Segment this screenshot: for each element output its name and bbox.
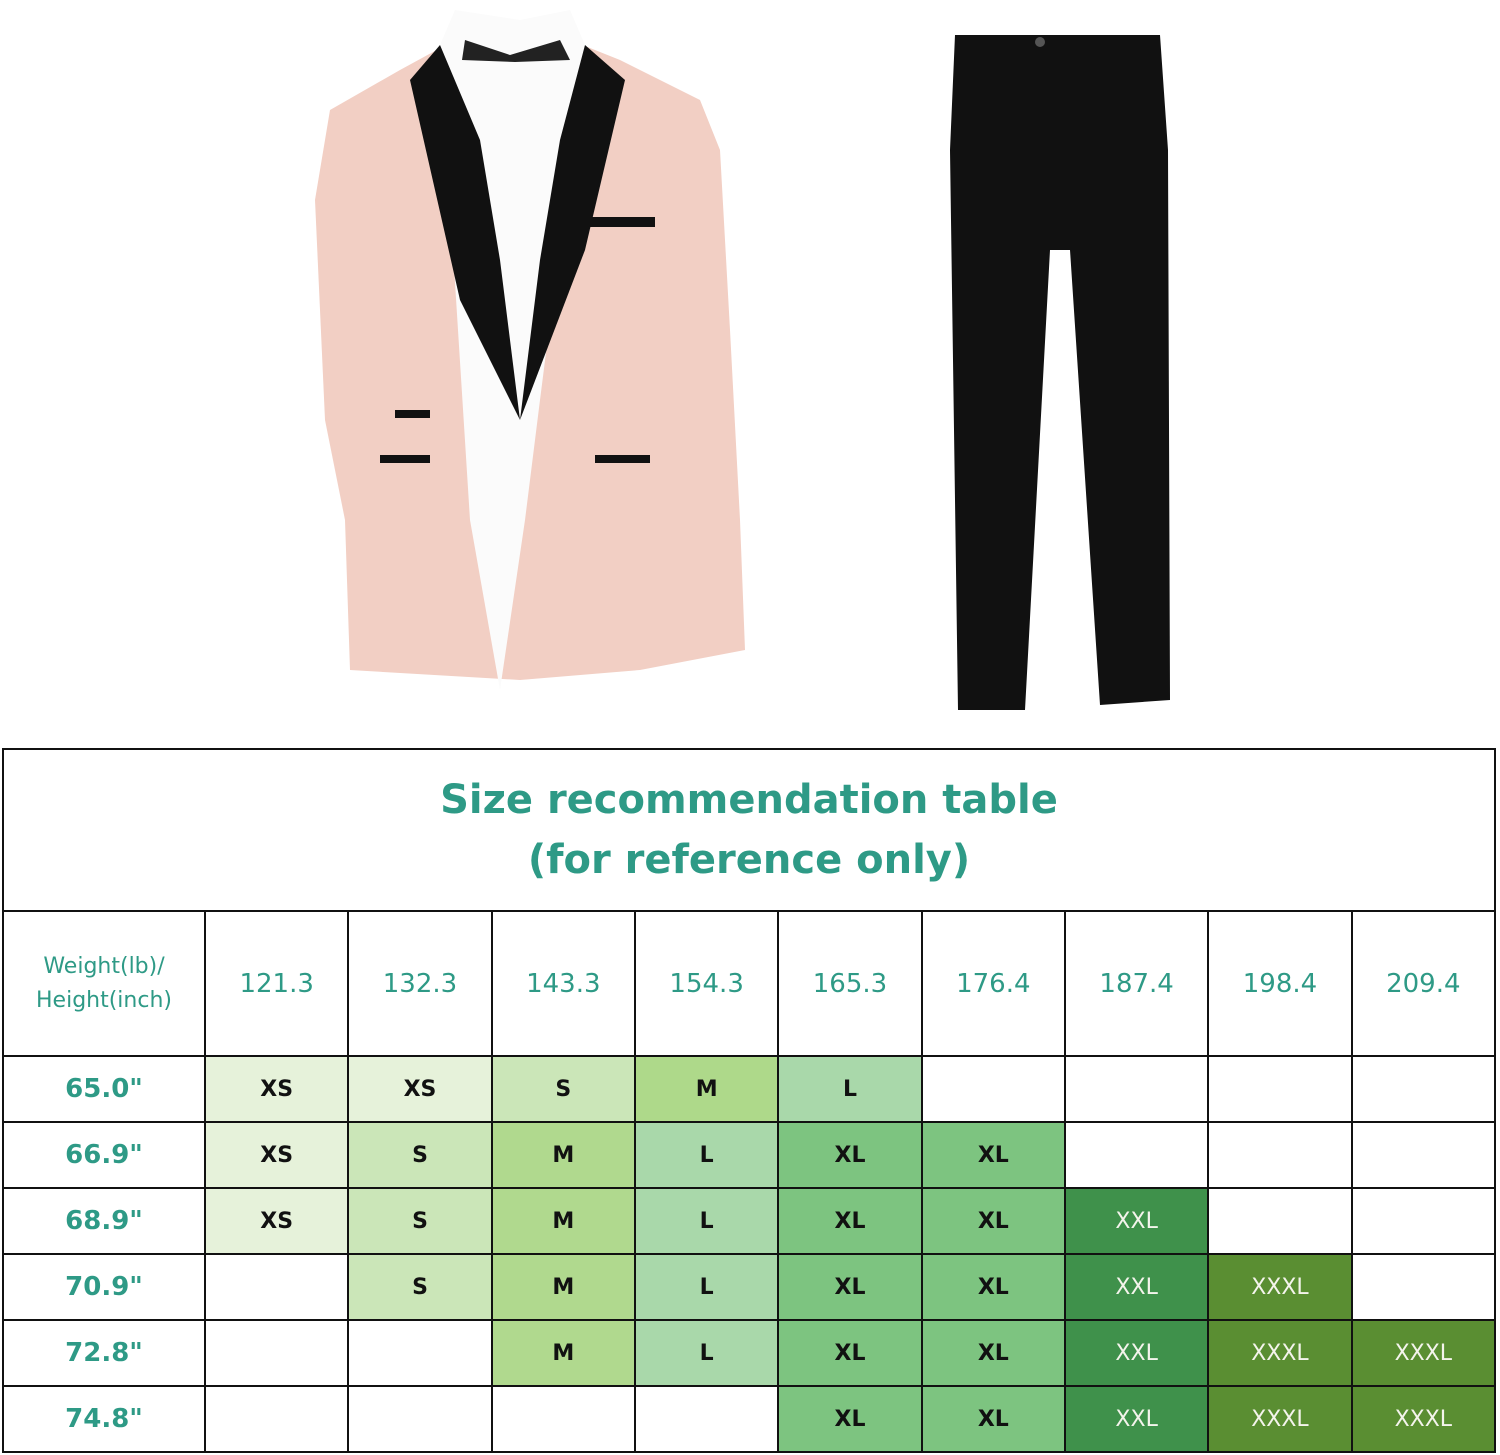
height-label: 72.8" <box>2 1319 206 1387</box>
size-cell: M <box>633 1055 780 1123</box>
size-cell: M <box>490 1187 636 1255</box>
size-cell: XS <box>203 1055 350 1123</box>
size-cell: S <box>490 1055 636 1123</box>
table-title: Size recommendation table (for reference… <box>2 748 1496 912</box>
size-cell: XXXL <box>1350 1385 1497 1453</box>
size-cell <box>1207 1187 1353 1255</box>
table-row: 65.0" XS XS S M L <box>2 1055 1497 1123</box>
black-trousers-image <box>950 35 1170 710</box>
size-cell <box>920 1055 1066 1123</box>
size-cell: XXL <box>1063 1385 1210 1453</box>
size-cell <box>1350 1055 1497 1123</box>
weight-header: 143.3 <box>490 910 636 1057</box>
weight-header: 121.3 <box>203 910 350 1057</box>
header-label-weight: Weight(lb)/ <box>43 953 165 979</box>
weight-header: 132.3 <box>347 910 493 1057</box>
header-label-height: Height(inch) <box>36 987 172 1013</box>
size-cell: XXL <box>1063 1319 1210 1387</box>
weight-header: 176.4 <box>920 910 1066 1057</box>
size-cell: XL <box>777 1319 923 1387</box>
size-cell: M <box>490 1253 636 1321</box>
size-cell: L <box>777 1055 923 1123</box>
header-label: Weight(lb)/ Height(inch) <box>2 910 206 1057</box>
height-label: 65.0" <box>2 1055 206 1123</box>
size-cell: XL <box>777 1121 923 1189</box>
size-cell: XXL <box>1063 1187 1210 1255</box>
size-cell: L <box>633 1187 780 1255</box>
size-cell: L <box>633 1253 780 1321</box>
size-cell <box>1207 1121 1353 1189</box>
size-cell <box>1063 1121 1210 1189</box>
height-label: 70.9" <box>2 1253 206 1321</box>
size-recommendation-table: Size recommendation table (for reference… <box>2 748 1497 1453</box>
table-row: 70.9" S M L XL XL XXL XXXL <box>2 1253 1497 1321</box>
size-cell: L <box>633 1319 780 1387</box>
size-cell: S <box>347 1187 493 1255</box>
size-cell <box>203 1385 350 1453</box>
pink-jacket-image <box>315 10 745 690</box>
size-cell <box>1350 1253 1497 1321</box>
size-cell: XS <box>347 1055 493 1123</box>
table-row: 74.8" XL XL XXL XXXL XXXL <box>2 1385 1497 1453</box>
weight-header: 187.4 <box>1063 910 1210 1057</box>
height-label: 66.9" <box>2 1121 206 1189</box>
size-cell <box>203 1319 350 1387</box>
size-cell: XL <box>920 1121 1066 1189</box>
size-cell: S <box>347 1253 493 1321</box>
size-cell: XL <box>920 1187 1066 1255</box>
size-cell: XL <box>920 1385 1066 1453</box>
height-label: 68.9" <box>2 1187 206 1255</box>
size-cell <box>1207 1055 1353 1123</box>
size-cell: L <box>633 1121 780 1189</box>
size-cell <box>1350 1187 1497 1255</box>
size-cell: XXXL <box>1207 1385 1353 1453</box>
size-cell: XL <box>777 1253 923 1321</box>
size-cell <box>1350 1121 1497 1189</box>
size-cell: XS <box>203 1187 350 1255</box>
size-cell: M <box>490 1121 636 1189</box>
size-cell <box>203 1253 350 1321</box>
height-label: 74.8" <box>2 1385 206 1453</box>
title-line-1: Size recommendation table <box>440 777 1058 823</box>
weight-header: 165.3 <box>777 910 923 1057</box>
header-row: Weight(lb)/ Height(inch) 121.3 132.3 143.3… <box>2 910 1497 1057</box>
title-line-2: (for reference only) <box>527 837 971 883</box>
size-cell: XL <box>920 1319 1066 1387</box>
table-row: 68.9" XS S M L XL XL XXL <box>2 1187 1497 1255</box>
table-row: 66.9" XS S M L XL XL <box>2 1121 1497 1189</box>
size-cell: XS <box>203 1121 350 1189</box>
size-cell: XL <box>920 1253 1066 1321</box>
size-cell: M <box>490 1319 636 1387</box>
product-photos <box>315 10 1170 710</box>
size-cell: XL <box>777 1385 923 1453</box>
size-cell <box>347 1385 493 1453</box>
size-cell <box>490 1385 636 1453</box>
size-cell: XXXL <box>1350 1319 1497 1387</box>
size-cell: S <box>347 1121 493 1189</box>
weight-header: 209.4 <box>1350 910 1497 1057</box>
weight-header: 198.4 <box>1207 910 1353 1057</box>
size-cell: XXL <box>1063 1253 1210 1321</box>
weight-header: 154.3 <box>633 910 780 1057</box>
size-cell <box>633 1385 780 1453</box>
size-cell: XXXL <box>1207 1253 1353 1321</box>
size-cell <box>1063 1055 1210 1123</box>
size-cell: XL <box>777 1187 923 1255</box>
table-row: 72.8" M L XL XL XXL XXXL XXXL <box>2 1319 1497 1387</box>
size-cell: XXXL <box>1207 1319 1353 1387</box>
size-cell <box>347 1319 493 1387</box>
